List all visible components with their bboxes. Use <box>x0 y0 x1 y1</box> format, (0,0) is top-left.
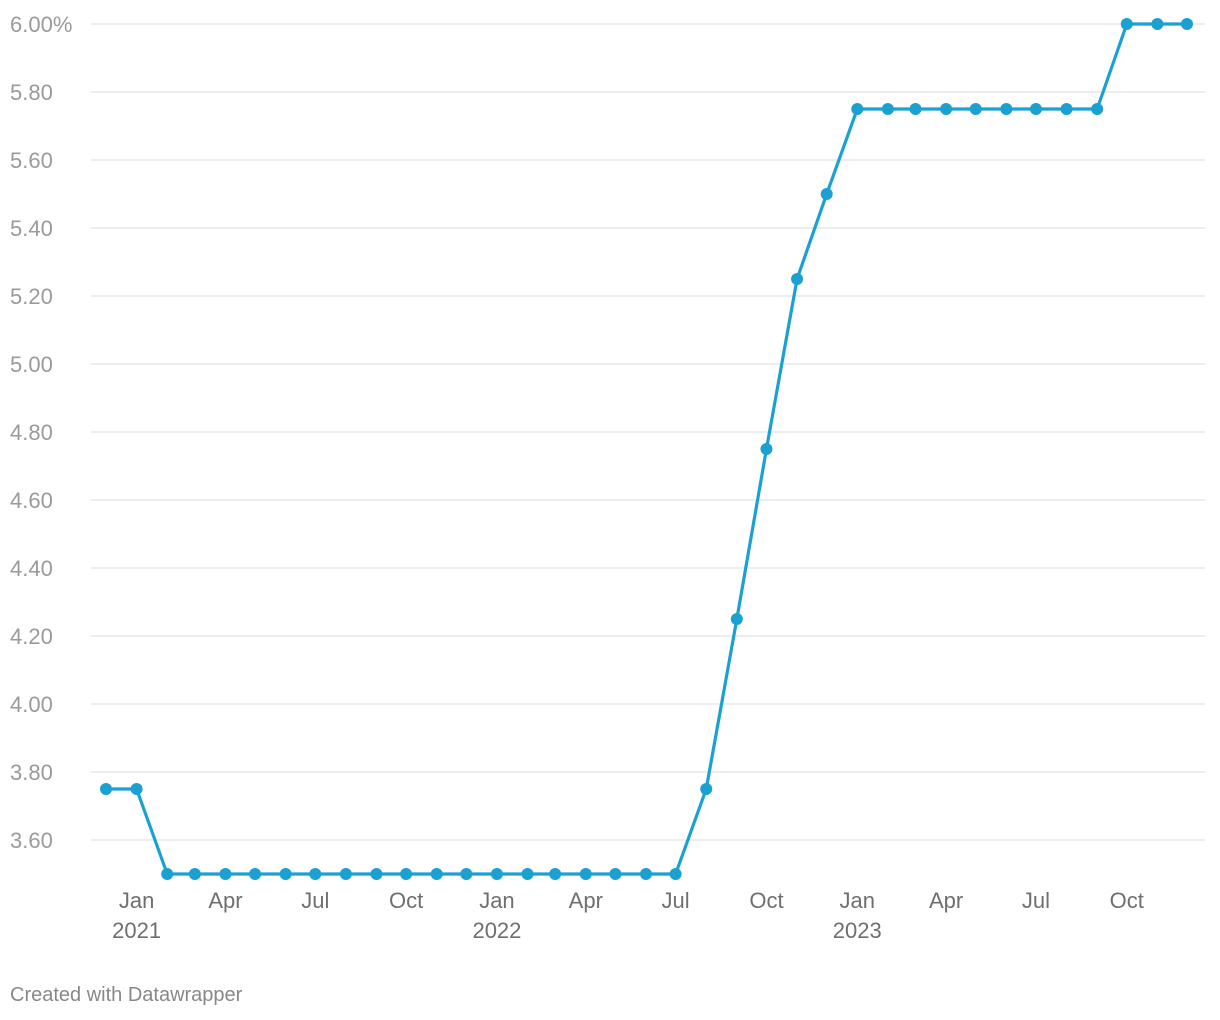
data-point[interactable] <box>309 868 322 880</box>
x-tick-label: Jul <box>1022 888 1050 913</box>
x-tick-label: Jan <box>840 888 875 913</box>
y-tick-label: 3.80 <box>10 760 53 785</box>
data-point[interactable] <box>1091 103 1104 115</box>
gridlines <box>91 23 1205 841</box>
data-point[interactable] <box>820 188 833 200</box>
data-point[interactable] <box>161 868 174 880</box>
data-point[interactable] <box>791 273 804 285</box>
y-tick-label: 4.80 <box>10 420 53 445</box>
x-tick-label: Apr <box>569 888 603 913</box>
data-point[interactable] <box>249 868 262 880</box>
data-point[interactable] <box>279 868 292 880</box>
y-tick-label: 6.00% <box>10 12 72 37</box>
x-tick-label: Oct <box>749 888 783 913</box>
x-tick-year-label: 2023 <box>833 918 882 943</box>
data-point[interactable] <box>1151 18 1164 30</box>
data-point[interactable] <box>969 103 982 115</box>
data-point[interactable] <box>521 868 534 880</box>
x-tick-year-label: 2022 <box>472 918 521 943</box>
y-tick-label: 3.60 <box>10 828 53 853</box>
data-point[interactable] <box>579 868 592 880</box>
series-policy-rate <box>100 18 1193 880</box>
y-tick-label: 4.00 <box>10 692 53 717</box>
x-tick-year-label: 2021 <box>112 918 161 943</box>
x-tick-label: Jan <box>479 888 514 913</box>
y-tick-label: 5.20 <box>10 284 53 309</box>
data-point[interactable] <box>188 868 201 880</box>
data-point[interactable] <box>219 868 232 880</box>
x-tick-label: Jul <box>301 888 329 913</box>
data-point[interactable] <box>881 103 894 115</box>
x-tick-label: Oct <box>1110 888 1144 913</box>
data-point[interactable] <box>669 868 682 880</box>
data-point[interactable] <box>490 868 503 880</box>
data-point[interactable] <box>460 868 473 880</box>
data-point[interactable] <box>430 868 443 880</box>
credit-text[interactable]: Created with Datawrapper <box>10 984 243 1006</box>
x-tick-label: Jan <box>119 888 154 913</box>
data-point[interactable] <box>549 868 562 880</box>
data-point[interactable] <box>400 868 413 880</box>
data-point[interactable] <box>1000 103 1013 115</box>
y-tick-label: 4.60 <box>10 488 53 513</box>
y-tick-label: 5.40 <box>10 216 53 241</box>
data-point[interactable] <box>730 613 743 625</box>
data-point[interactable] <box>1060 103 1073 115</box>
data-point[interactable] <box>851 103 864 115</box>
data-point[interactable] <box>760 443 773 455</box>
series-line <box>104 22 1189 876</box>
data-point[interactable] <box>940 103 953 115</box>
data-point[interactable] <box>1029 103 1042 115</box>
y-tick-label: 4.40 <box>10 556 53 581</box>
data-point[interactable] <box>909 103 922 115</box>
data-point[interactable] <box>1120 18 1133 30</box>
y-tick-label: 5.60 <box>10 148 53 173</box>
y-axis-tick-labels: 6.00% 5.80 5.60 5.40 5.20 5.00 4.80 4.60 4.40 4.2… <box>10 12 72 853</box>
data-point[interactable] <box>640 868 653 880</box>
data-point[interactable] <box>100 783 112 795</box>
chart-canvas: 6.00% 5.80 5.60 5.40 5.20 5.00 4.80 4.60 4.40 4.2… <box>10 12 1205 943</box>
x-tick-label: Apr <box>208 888 242 913</box>
y-tick-label: 5.00 <box>10 352 53 377</box>
data-point[interactable] <box>370 868 383 880</box>
y-tick-label: 4.20 <box>10 624 53 649</box>
data-point[interactable] <box>339 868 352 880</box>
data-point[interactable] <box>1181 18 1193 30</box>
data-point[interactable] <box>130 783 143 795</box>
x-tick-label: Oct <box>389 888 423 913</box>
y-tick-label: 5.80 <box>10 80 53 105</box>
data-point[interactable] <box>609 868 622 880</box>
x-tick-label: Apr <box>929 888 963 913</box>
x-axis-tick-labels: Jan 2021 Apr Jul Oct Jan 2022 Apr Jul Oct Jan 2023 A… <box>112 888 1144 943</box>
data-point[interactable] <box>700 783 713 795</box>
x-tick-label: Jul <box>662 888 690 913</box>
